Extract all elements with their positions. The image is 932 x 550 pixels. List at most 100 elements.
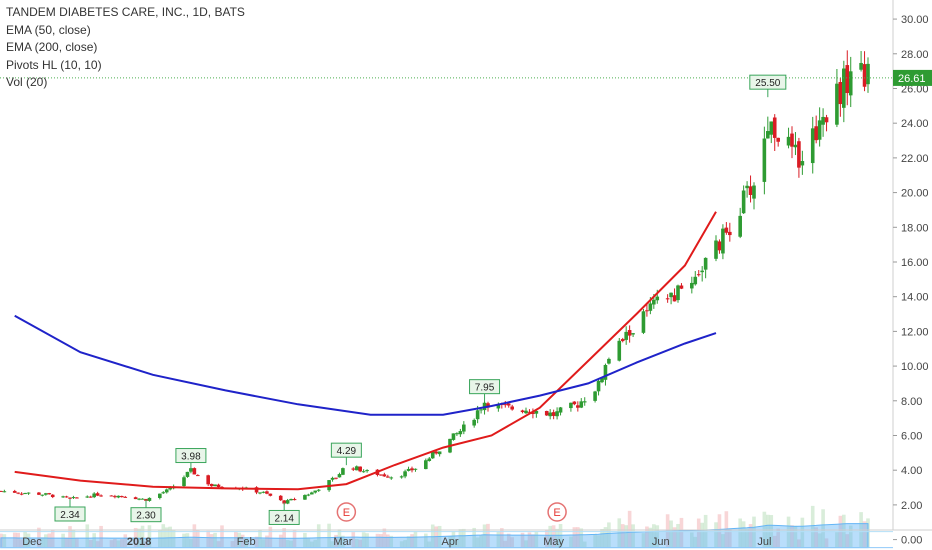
pivot-label: 3.98 xyxy=(175,448,207,471)
legend-ema200[interactable]: EMA (200, close) xyxy=(6,40,98,54)
candle xyxy=(472,418,476,428)
volume-bar xyxy=(234,531,238,548)
volume-bar xyxy=(510,537,514,548)
candle xyxy=(406,466,411,472)
volume-average xyxy=(0,523,869,549)
volume-bar xyxy=(748,524,753,548)
volume-bar xyxy=(379,534,383,548)
price-tick-label: 30.00 xyxy=(901,14,929,26)
volume-bar xyxy=(531,534,535,548)
candle xyxy=(164,488,169,494)
candle xyxy=(866,57,870,93)
volume-bar xyxy=(624,525,628,548)
candle xyxy=(572,401,577,406)
candle xyxy=(337,472,342,478)
candle xyxy=(285,498,290,505)
volume-bar xyxy=(341,535,345,548)
volume-bar xyxy=(95,541,100,548)
volume-bar xyxy=(862,521,867,548)
candle xyxy=(848,56,853,108)
candle xyxy=(99,494,103,497)
legend-pivots[interactable]: Pivots HL (10, 10) xyxy=(6,57,102,72)
price-tick-label: 0.00 xyxy=(901,535,922,547)
candle xyxy=(455,432,459,436)
candle xyxy=(845,50,850,106)
candle xyxy=(268,493,273,497)
candle xyxy=(50,494,55,499)
volume-bar xyxy=(603,527,608,548)
volume-bar xyxy=(413,531,418,548)
volume-bar xyxy=(534,532,539,548)
symbol-title[interactable]: TANDEM DIABETES CARE, INC., 1D, BATS xyxy=(6,5,245,19)
candle xyxy=(645,304,649,317)
earnings-marker[interactable]: E xyxy=(336,502,357,522)
volume-bar xyxy=(75,537,79,548)
time-tick-label: 2018 xyxy=(127,536,151,548)
volume-layer xyxy=(0,505,893,549)
legend-ema50[interactable]: EMA (50, close) xyxy=(6,22,91,37)
volume-bar xyxy=(790,525,794,548)
svg-text:2.30: 2.30 xyxy=(136,511,156,522)
pivot-label: 7.95 xyxy=(469,379,501,402)
volume-bar xyxy=(213,532,217,548)
svg-text:E: E xyxy=(343,507,350,519)
volume-bar xyxy=(835,532,839,548)
candle xyxy=(741,185,746,214)
candle xyxy=(303,494,307,500)
candle xyxy=(123,495,128,498)
candle xyxy=(403,469,407,479)
price-tick-label: 8.00 xyxy=(901,396,922,408)
pivot-label: 2.30 xyxy=(130,499,162,523)
pivot-label: 2.34 xyxy=(54,498,86,522)
volume-bar xyxy=(182,533,186,548)
candle xyxy=(261,491,266,494)
volume-bar xyxy=(797,539,801,548)
candle xyxy=(451,433,456,441)
volume-bar xyxy=(192,524,197,548)
volume-bar xyxy=(237,532,242,548)
candle xyxy=(620,337,625,343)
candle xyxy=(790,126,794,159)
volume-bar xyxy=(648,527,653,548)
earnings-marker[interactable]: E xyxy=(547,502,567,522)
candle xyxy=(161,491,166,495)
price-tick-label: 18.00 xyxy=(901,222,929,234)
candle xyxy=(358,466,362,473)
candle xyxy=(748,175,753,203)
volume-bar xyxy=(109,540,114,548)
volume-bar xyxy=(458,529,463,548)
candle xyxy=(690,276,694,294)
volume-bar xyxy=(579,528,584,548)
volume-bar xyxy=(61,533,65,548)
volume-bar xyxy=(406,536,411,548)
time-tick-label: Dec xyxy=(22,536,42,548)
candle xyxy=(0,490,3,492)
candle xyxy=(462,421,466,435)
volume-bar xyxy=(399,541,404,548)
price-tick-label: 10.00 xyxy=(901,361,929,373)
volume-bar xyxy=(690,532,694,548)
candle xyxy=(313,490,318,494)
candle xyxy=(351,467,356,471)
candle xyxy=(213,484,217,487)
volume-bar xyxy=(261,539,266,548)
candle xyxy=(772,114,777,151)
candle xyxy=(306,493,311,497)
candle xyxy=(544,410,549,416)
volume-bar xyxy=(728,528,732,548)
volume-bar xyxy=(845,534,850,548)
candle xyxy=(424,458,428,470)
volume-bar xyxy=(26,533,31,548)
volume-bar xyxy=(292,530,297,548)
candle xyxy=(824,114,829,132)
volume-bar xyxy=(848,525,853,548)
candle xyxy=(37,492,41,496)
candle xyxy=(216,483,221,488)
legend-volume[interactable]: Vol (20) xyxy=(6,75,48,89)
price-tick-label: 16.00 xyxy=(901,257,929,269)
candle xyxy=(862,51,867,92)
price-tick-label: 6.00 xyxy=(901,430,922,442)
candle xyxy=(427,456,432,462)
candle xyxy=(627,325,632,343)
